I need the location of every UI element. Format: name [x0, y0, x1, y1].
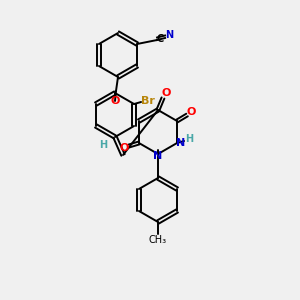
Text: CH₃: CH₃ [149, 235, 167, 245]
Text: N: N [153, 151, 163, 161]
Text: N: N [176, 138, 186, 148]
Text: C: C [156, 34, 164, 44]
Text: O: O [119, 143, 129, 153]
Text: H: H [99, 140, 107, 150]
Text: O: O [161, 88, 171, 98]
Text: Br: Br [141, 96, 155, 106]
Text: N: N [165, 30, 173, 40]
Text: O: O [110, 96, 120, 106]
Text: H: H [185, 134, 193, 144]
Text: O: O [186, 107, 196, 117]
